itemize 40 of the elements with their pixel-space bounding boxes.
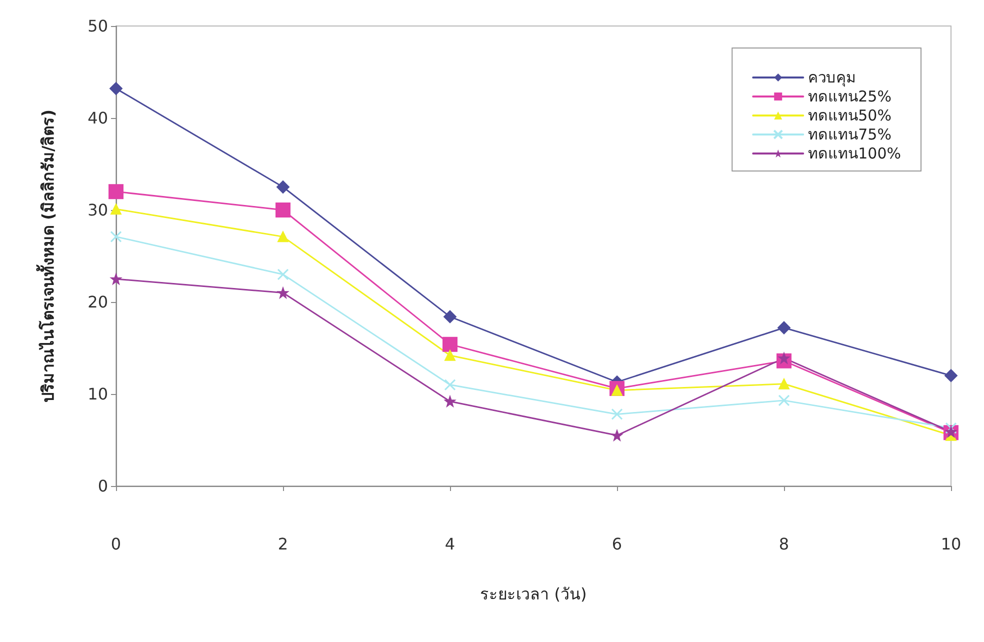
point: [778, 378, 790, 390]
y-tick-label: 40: [88, 108, 108, 128]
point: [778, 394, 790, 406]
y-tick-label: 10: [88, 384, 108, 404]
point: [110, 204, 122, 215]
legend-label: ควบคุม: [808, 68, 856, 88]
x-axis-title: ระยะเวลา (วัน): [480, 584, 587, 604]
point: [110, 274, 122, 284]
x-tick-label: 10: [940, 534, 962, 554]
legend-label: ทดแทน25%: [808, 88, 892, 106]
y-tick-label: 30: [88, 200, 108, 220]
legend-label: ทดแทน100%: [808, 144, 902, 162]
point: [110, 230, 122, 242]
point: [611, 408, 623, 420]
point: [612, 430, 622, 441]
point: [276, 180, 290, 194]
point: [444, 379, 456, 391]
point: [444, 396, 456, 407]
y-tick-label: 0: [98, 476, 108, 496]
point: [278, 287, 288, 298]
y-axis-title: ปริมาณไนโตรเจนทั้งหมด (มิลลิกรัม/ลิตร): [36, 109, 58, 403]
point: [444, 310, 456, 324]
point: [278, 231, 288, 242]
point: [108, 184, 124, 200]
legend-label: ทดแทน50%: [808, 106, 892, 124]
x-tick-label: 4: [444, 534, 456, 554]
y-tick-label: 20: [88, 292, 108, 312]
legend-label: ทดแทน75%: [808, 126, 892, 144]
point: [276, 202, 290, 218]
point: [778, 321, 790, 334]
x-tick-label: 6: [612, 534, 622, 554]
x-tick-label: 2: [278, 534, 288, 554]
point: [444, 350, 456, 361]
x-tick-label: 0: [110, 534, 122, 554]
y-tick-label: 50: [88, 16, 108, 36]
point: [944, 369, 958, 382]
point: [110, 82, 122, 96]
point: [442, 336, 458, 352]
point: [277, 268, 289, 280]
x-tick-label: 8: [778, 534, 790, 554]
